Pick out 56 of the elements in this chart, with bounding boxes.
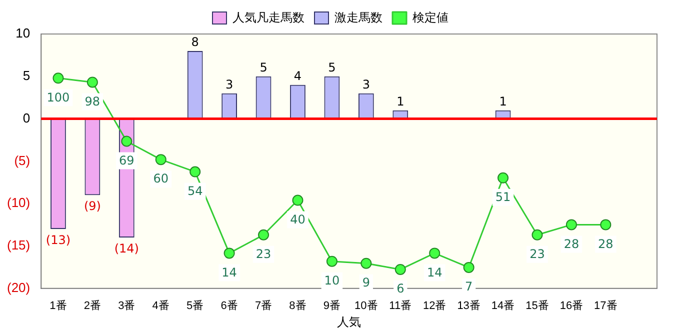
y-tick-label: (20): [6, 280, 30, 295]
data-label: 3: [362, 77, 370, 92]
x-tick-label: 6番: [220, 299, 238, 312]
y-tick-label: (10): [6, 195, 30, 210]
legend-label: 人気凡走馬数: [232, 10, 304, 24]
data-label: 5: [260, 60, 268, 75]
data-label: 28: [598, 236, 614, 251]
data-label: 23: [530, 247, 545, 261]
x-tick-label: 15番: [526, 299, 549, 312]
x-tick-label: 13番: [457, 299, 480, 312]
y-tick-label: (15): [6, 238, 30, 253]
x-tick-label: 11番: [389, 299, 412, 312]
x-tick-label: 12番: [422, 299, 446, 312]
data-label: 14: [222, 265, 237, 280]
y-tick-label: 10: [16, 26, 30, 41]
x-tick-label: 17番: [594, 299, 618, 312]
data-label: 5: [328, 60, 336, 75]
data-label: 23: [256, 247, 272, 261]
data-label: 54: [187, 184, 203, 198]
legend-label: 検定値: [412, 10, 448, 24]
data-label: 69: [119, 153, 134, 168]
data-label: 10: [324, 273, 340, 288]
data-label: 98: [84, 94, 100, 108]
data-label: 9: [362, 275, 370, 290]
x-tick-label: 9番: [323, 299, 341, 312]
data-label: 1: [499, 94, 507, 108]
data-label: (9): [84, 199, 101, 214]
data-label: 60: [153, 172, 169, 186]
x-tick-label: 10番: [354, 299, 378, 312]
data-label: 14: [426, 265, 442, 280]
legend-label: 激走馬数: [334, 10, 382, 24]
data-label: 28: [564, 236, 580, 251]
x-tick-label: 2番: [84, 299, 102, 312]
data-label: 51: [495, 190, 511, 204]
data-label: 1: [396, 94, 404, 108]
x-tick-label: 1番: [50, 299, 67, 312]
y-tick-label: 5: [22, 68, 30, 83]
data-label: (14): [114, 242, 139, 256]
data-label: 100: [46, 90, 70, 104]
x-tick-label: 14番: [491, 299, 515, 312]
data-label: 7: [464, 280, 473, 294]
data-label: 3: [225, 77, 234, 92]
data-label: 40: [290, 212, 306, 226]
x-axis-title: 人気: [337, 315, 362, 330]
data-label: 6: [396, 282, 404, 296]
y-tick-label: (5): [14, 152, 30, 168]
x-tick-label: 4番: [152, 299, 170, 312]
x-tick-label: 5番: [186, 299, 204, 312]
data-label: 8: [191, 35, 199, 50]
data-label: 4: [294, 69, 302, 84]
x-tick-label: 16番: [560, 299, 584, 312]
x-tick-label: 7番: [254, 299, 272, 312]
data-label: (13): [46, 233, 71, 248]
x-tick-label: 3番: [118, 299, 136, 312]
x-tick-label: 8番: [289, 299, 306, 312]
y-tick-label: 0: [22, 110, 30, 126]
